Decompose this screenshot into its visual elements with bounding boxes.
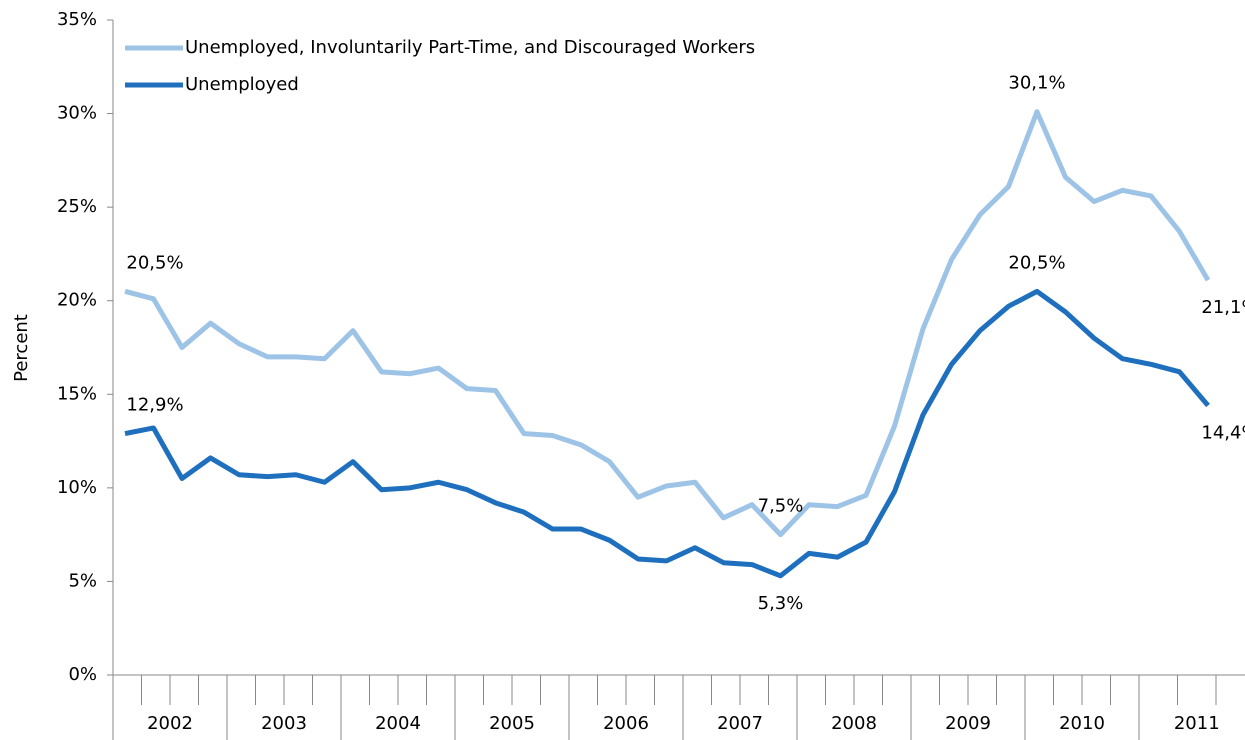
data-label: 20,5% [126,252,183,273]
y-tick-label: 30% [57,103,97,124]
legend-label: Unemployed, Involuntarily Part-Time, and… [185,37,755,58]
y-tick-label: 25% [57,196,97,217]
y-tick-label: 5% [68,570,97,591]
data-label: 7,5% [758,496,804,517]
y-tick-label: 35% [57,9,97,30]
y-tick-label: 20% [57,290,97,311]
y-tick-label: 10% [57,477,97,498]
year-label: 2008 [831,713,877,734]
year-label: 2005 [489,713,535,734]
series-line [124,288,1210,579]
series-line [124,109,1211,538]
data-label: 30,1% [1008,73,1065,94]
year-label: 2009 [945,713,991,734]
year-label: 2011 [1174,713,1220,734]
data-label: 20,5% [1008,252,1065,273]
year-label: 2006 [603,713,649,734]
y-tick-label: 15% [57,383,97,404]
y-axis-label: Percent [11,314,32,382]
year-label: 2002 [147,713,193,734]
year-label: 2007 [717,713,763,734]
year-label: 2004 [375,713,421,734]
data-label: 5,3% [758,593,804,614]
legend-label: Unemployed [185,74,299,95]
year-label: 2003 [261,713,307,734]
year-label: 2010 [1059,713,1105,734]
data-label: 12,9% [126,395,183,416]
data-label: 21,1% [1201,297,1245,318]
y-tick-label: 0% [68,664,97,685]
data-label: 14,4% [1201,423,1245,444]
